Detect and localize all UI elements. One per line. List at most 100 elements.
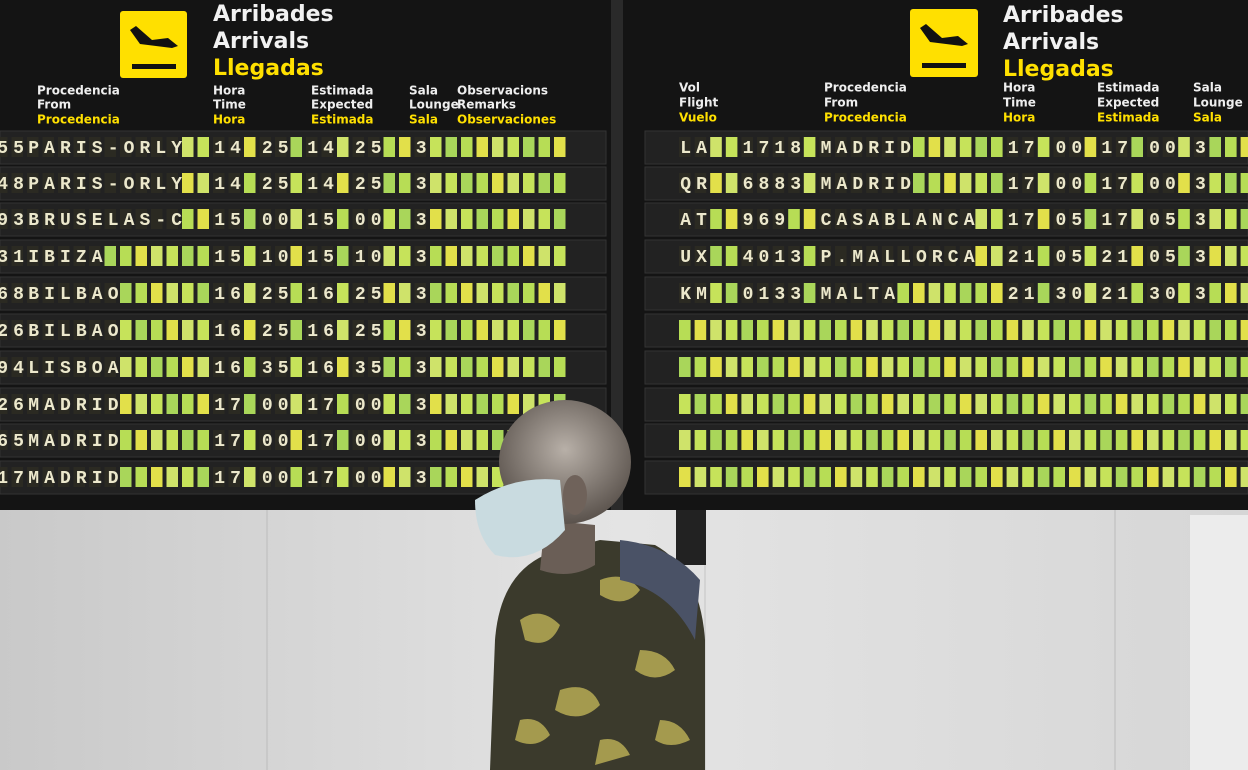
flap-char-cell — [104, 394, 116, 414]
flap-char-cell — [213, 430, 225, 450]
flap-text: 17 00 — [214, 396, 294, 416]
flap-char-cell — [1053, 246, 1065, 266]
flap-blank-cell — [182, 209, 194, 229]
flap-blank-cell — [538, 173, 550, 193]
flap-blank-cell — [1147, 320, 1159, 340]
flap-blank-cell — [944, 467, 956, 487]
flap-blank-cell — [461, 430, 473, 450]
flap-text: 1718 — [743, 139, 807, 159]
flap-char-cell — [1193, 283, 1206, 303]
flap-text: 31 — [0, 248, 29, 268]
row-housing — [0, 387, 607, 422]
flap-blank-cell — [1053, 430, 1065, 450]
flap-char-cell — [1147, 246, 1159, 266]
flap-blank-cell — [1084, 430, 1097, 450]
flap-blank-cell — [757, 320, 769, 340]
flap-blank-cell — [290, 467, 302, 487]
flap-blank-cell — [182, 430, 194, 450]
flap-blank-cell — [120, 357, 132, 377]
flap-char-cell — [89, 430, 101, 450]
flap-blank-cell — [772, 320, 785, 340]
flap-blank-cell — [819, 394, 831, 414]
flap-blank-cell — [1115, 320, 1128, 340]
flap-blank-cell — [1240, 394, 1248, 414]
board-content: ArribadesArrivalsLlegadasProcedenciaFrom… — [0, 2, 1248, 495]
flap-blank-cell — [1100, 430, 1112, 450]
flap-blank-cell — [182, 137, 194, 157]
flap-char-cell — [850, 209, 863, 229]
flap-char-cell — [694, 137, 707, 157]
flap-blank-cell — [430, 137, 442, 157]
flap-blank-cell — [135, 320, 147, 340]
column-header: Flight — [679, 96, 719, 110]
flap-char-cell — [1022, 209, 1034, 229]
flap-char-cell — [850, 246, 863, 266]
flap-char-cell — [881, 246, 894, 266]
flap-char-cell — [120, 173, 132, 193]
flap-blank-cell — [866, 357, 878, 377]
flap-char-cell — [741, 209, 753, 229]
flap-blank-cell — [383, 430, 395, 450]
flap-char-cell — [0, 173, 8, 193]
flap-blank-cell — [1162, 467, 1175, 487]
flap-blank-cell — [741, 357, 753, 377]
flap-char-cell — [321, 430, 333, 450]
flap-blank-cell — [554, 357, 566, 377]
flap-blank-cell — [166, 430, 178, 450]
flap-char-cell — [368, 320, 380, 340]
flap-blank-cell — [538, 357, 550, 377]
flap-text: LISBOA — [28, 359, 123, 379]
flap-char-cell — [228, 320, 240, 340]
flap-blank-cell — [430, 246, 442, 266]
flap-blank-cell — [507, 137, 519, 157]
flap-char-cell — [352, 173, 364, 193]
flap-blank-cell — [507, 283, 519, 303]
flap-blank-cell — [803, 246, 816, 266]
flap-char-cell — [228, 283, 240, 303]
flap-blank-cell — [120, 430, 132, 450]
flap-char-cell — [11, 357, 23, 377]
flap-text: 94 — [0, 359, 29, 379]
flap-blank-cell — [445, 320, 457, 340]
flap-char-cell — [275, 173, 287, 193]
flap-text: 3 — [1195, 139, 1211, 159]
flap-blank-cell — [244, 394, 256, 414]
flap-text: 21 30 — [1101, 285, 1181, 305]
flap-text: 17 00 — [214, 469, 294, 489]
flap-blank-cell — [991, 320, 1003, 340]
flap-char-cell — [306, 209, 318, 229]
flap-char-cell — [259, 320, 271, 340]
flap-blank-cell — [803, 209, 816, 229]
flap-blank-cell — [445, 357, 457, 377]
camo-pattern — [515, 576, 690, 765]
flap-blank-cell — [554, 209, 566, 229]
flap-char-cell — [275, 246, 287, 266]
flap-char-cell — [788, 283, 800, 303]
flap-text: 68 — [0, 285, 29, 305]
flap-blank-cell — [523, 357, 535, 377]
flap-blank-cell — [507, 320, 519, 340]
flap-char-cell — [11, 246, 23, 266]
flap-blank-cell — [383, 137, 395, 157]
flap-blank-cell — [1084, 246, 1097, 266]
flap-blank-cell — [399, 430, 411, 450]
flap-blank-cell — [476, 246, 488, 266]
flap-blank-cell — [1100, 394, 1112, 414]
flap-blank-cell — [1209, 209, 1221, 229]
flap-blank-cell — [1115, 467, 1128, 487]
flap-blank-cell — [197, 209, 209, 229]
flap-blank-cell — [757, 357, 769, 377]
flap-blank-cell — [337, 246, 349, 266]
flap-char-cell — [306, 430, 318, 450]
flap-char-cell — [89, 137, 101, 157]
flap-blank-cell — [461, 137, 473, 157]
flap-blank-cell — [383, 357, 395, 377]
flap-char-cell — [850, 283, 863, 303]
flap-blank-cell — [1037, 357, 1050, 377]
flap-blank-cell — [476, 137, 488, 157]
flap-blank-cell — [725, 320, 738, 340]
flap-blank-cell — [725, 173, 738, 193]
flap-blank-cell — [959, 283, 972, 303]
flap-char-cell — [58, 137, 70, 157]
flap-char-cell — [27, 209, 39, 229]
